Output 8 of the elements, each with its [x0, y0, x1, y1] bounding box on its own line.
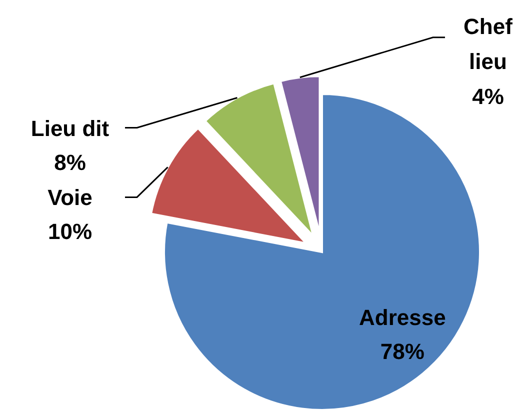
slice-label: Adresse [359, 305, 446, 330]
slice-label: Voie [48, 185, 92, 210]
data-label: 8% [54, 150, 86, 175]
slice-label: Lieu dit [30, 116, 110, 141]
slice-label: Chef lieu [464, 14, 514, 74]
data-label: 78% [380, 339, 424, 364]
data-label: 4% [472, 84, 504, 109]
data-label: 10% [48, 219, 92, 244]
